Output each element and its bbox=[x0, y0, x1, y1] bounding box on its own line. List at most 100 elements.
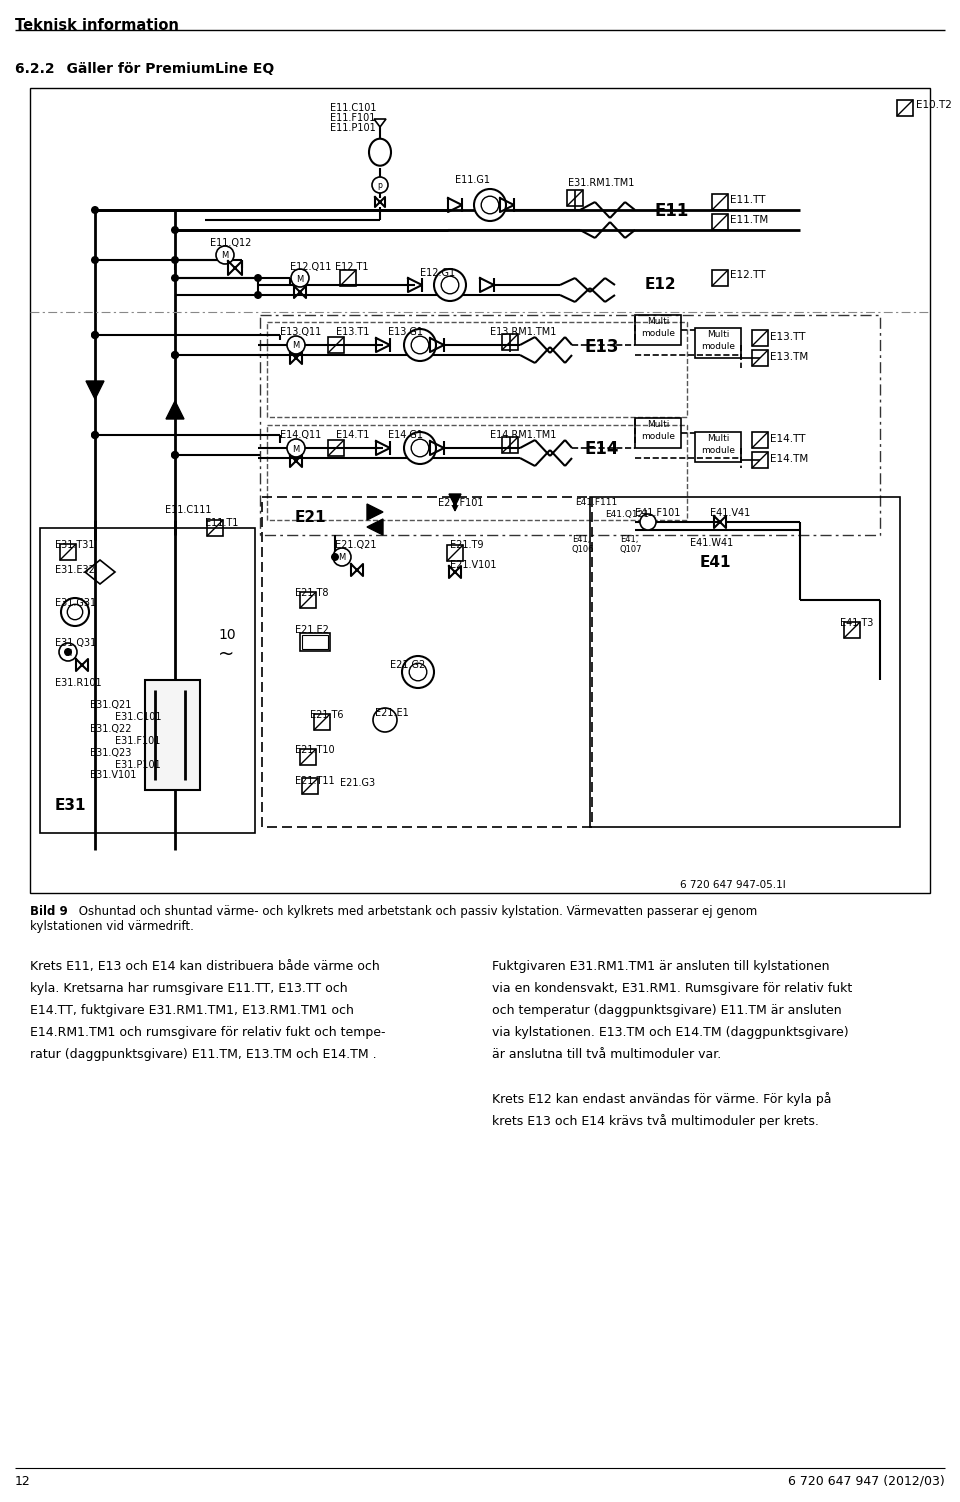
Text: Multi: Multi bbox=[707, 330, 730, 339]
Text: module: module bbox=[701, 446, 735, 455]
Circle shape bbox=[91, 330, 99, 339]
Text: p: p bbox=[377, 182, 382, 191]
Text: E21: E21 bbox=[295, 511, 326, 526]
Text: M: M bbox=[64, 649, 72, 658]
Text: M: M bbox=[297, 275, 303, 284]
Text: E31.Q23: E31.Q23 bbox=[90, 748, 132, 759]
Text: E21.T11: E21.T11 bbox=[295, 777, 335, 786]
Circle shape bbox=[171, 451, 179, 460]
Bar bbox=[328, 440, 344, 457]
Circle shape bbox=[91, 431, 99, 439]
Bar bbox=[302, 635, 328, 649]
Bar bbox=[260, 315, 880, 535]
Text: E41: E41 bbox=[700, 556, 732, 569]
Text: via en kondensvakt, E31.RM1. Rumsgivare för relativ fukt: via en kondensvakt, E31.RM1. Rumsgivare … bbox=[492, 982, 852, 994]
Circle shape bbox=[91, 255, 99, 264]
Bar bbox=[262, 497, 592, 828]
Text: E11.F101: E11.F101 bbox=[330, 113, 375, 123]
Text: E14.TT, fuktgivare E31.RM1.TM1, E13.RM1.TM1 och: E14.TT, fuktgivare E31.RM1.TM1, E13.RM1.… bbox=[30, 1003, 354, 1017]
Polygon shape bbox=[166, 401, 184, 419]
Bar bbox=[752, 433, 768, 448]
Bar bbox=[590, 497, 900, 828]
Bar bbox=[712, 213, 728, 230]
Text: E13.TT: E13.TT bbox=[770, 332, 805, 342]
Text: E21.G2: E21.G2 bbox=[390, 659, 425, 670]
Bar bbox=[752, 350, 768, 366]
Text: E11.T1: E11.T1 bbox=[205, 518, 238, 529]
Text: E11.Q12: E11.Q12 bbox=[210, 237, 252, 248]
Text: E31.V101: E31.V101 bbox=[90, 771, 136, 780]
Text: E41.W41: E41.W41 bbox=[690, 538, 733, 548]
Bar bbox=[328, 336, 344, 353]
Text: E12.T1: E12.T1 bbox=[335, 261, 369, 272]
Circle shape bbox=[216, 246, 234, 264]
Polygon shape bbox=[86, 382, 104, 400]
Text: är anslutna till två multimoduler var.: är anslutna till två multimoduler var. bbox=[492, 1048, 721, 1060]
Text: och temperatur (daggpunktsgivare) E11.TM är ansluten: och temperatur (daggpunktsgivare) E11.TM… bbox=[492, 1003, 842, 1017]
Text: E31: E31 bbox=[55, 798, 86, 813]
Bar bbox=[695, 433, 741, 463]
Circle shape bbox=[64, 647, 72, 656]
Text: 6 720 647 947-05.1I: 6 720 647 947-05.1I bbox=[680, 880, 785, 891]
Text: E14.TT: E14.TT bbox=[770, 434, 805, 445]
Text: E14: E14 bbox=[585, 440, 619, 458]
Circle shape bbox=[409, 664, 427, 680]
Text: E11.C111: E11.C111 bbox=[165, 505, 211, 515]
Bar bbox=[695, 327, 741, 357]
Bar bbox=[712, 194, 728, 210]
Text: E13.G1: E13.G1 bbox=[388, 327, 423, 336]
Bar bbox=[300, 632, 330, 650]
Text: ratur (daggpunktsgivare) E11.TM, E13.TM och E14.TM .: ratur (daggpunktsgivare) E11.TM, E13.TM … bbox=[30, 1048, 376, 1060]
Bar bbox=[314, 713, 330, 730]
Text: E14.G1: E14.G1 bbox=[388, 430, 423, 440]
Circle shape bbox=[291, 269, 309, 287]
Bar bbox=[340, 270, 356, 285]
Circle shape bbox=[287, 439, 305, 457]
Text: E21.T9: E21.T9 bbox=[450, 541, 484, 550]
Text: E31.P101: E31.P101 bbox=[115, 760, 160, 771]
Text: E31.Q21: E31.Q21 bbox=[90, 700, 132, 710]
Bar bbox=[267, 425, 687, 520]
Text: E31.E32: E31.E32 bbox=[55, 565, 95, 575]
Bar bbox=[635, 315, 681, 345]
Text: Bild 9: Bild 9 bbox=[30, 906, 68, 918]
Text: M: M bbox=[293, 341, 300, 350]
Text: E31.G31: E31.G31 bbox=[55, 598, 96, 608]
Text: E21.V101: E21.V101 bbox=[450, 560, 496, 569]
Circle shape bbox=[402, 656, 434, 688]
Bar bbox=[635, 418, 681, 448]
Bar bbox=[567, 189, 583, 206]
Text: Fuktgivaren E31.RM1.TM1 är ansluten till kylstationen: Fuktgivaren E31.RM1.TM1 är ansluten till… bbox=[492, 960, 829, 973]
Text: E13.T1: E13.T1 bbox=[336, 327, 370, 336]
Text: E21.F101: E21.F101 bbox=[438, 499, 484, 508]
Text: E41,
Q107: E41, Q107 bbox=[620, 535, 642, 554]
Text: E11.TM: E11.TM bbox=[730, 215, 768, 225]
Text: E31.R101: E31.R101 bbox=[55, 677, 102, 688]
Text: M: M bbox=[222, 251, 228, 260]
Circle shape bbox=[474, 189, 506, 221]
Text: M: M bbox=[338, 554, 346, 563]
Text: E21.G3: E21.G3 bbox=[340, 778, 375, 789]
Text: E21.E1: E21.E1 bbox=[375, 707, 409, 718]
Circle shape bbox=[67, 604, 83, 620]
Text: krets E13 och E14 krävs två multimoduler per krets.: krets E13 och E14 krävs två multimoduler… bbox=[492, 1114, 819, 1128]
Circle shape bbox=[91, 330, 99, 339]
Circle shape bbox=[411, 439, 429, 457]
Circle shape bbox=[442, 276, 459, 294]
Circle shape bbox=[171, 351, 179, 359]
Circle shape bbox=[404, 433, 436, 464]
Text: E12.TT: E12.TT bbox=[730, 270, 765, 279]
Bar bbox=[502, 437, 518, 454]
Text: E31.Q22: E31.Q22 bbox=[90, 724, 132, 734]
Text: E31.C101: E31.C101 bbox=[115, 712, 161, 722]
Circle shape bbox=[373, 707, 397, 731]
Text: E11: E11 bbox=[655, 201, 689, 219]
Text: E31.Q31: E31.Q31 bbox=[55, 638, 96, 647]
Bar bbox=[300, 592, 316, 608]
Circle shape bbox=[333, 548, 351, 566]
Text: E31.RM1.TM1: E31.RM1.TM1 bbox=[568, 179, 635, 188]
Text: Oshuntad och shuntad värme- och kylkrets med arbetstank och passiv kylstation. V: Oshuntad och shuntad värme- och kylkrets… bbox=[67, 906, 757, 918]
Text: E12.Q11: E12.Q11 bbox=[290, 261, 331, 272]
Bar bbox=[207, 520, 223, 536]
Polygon shape bbox=[85, 560, 115, 584]
